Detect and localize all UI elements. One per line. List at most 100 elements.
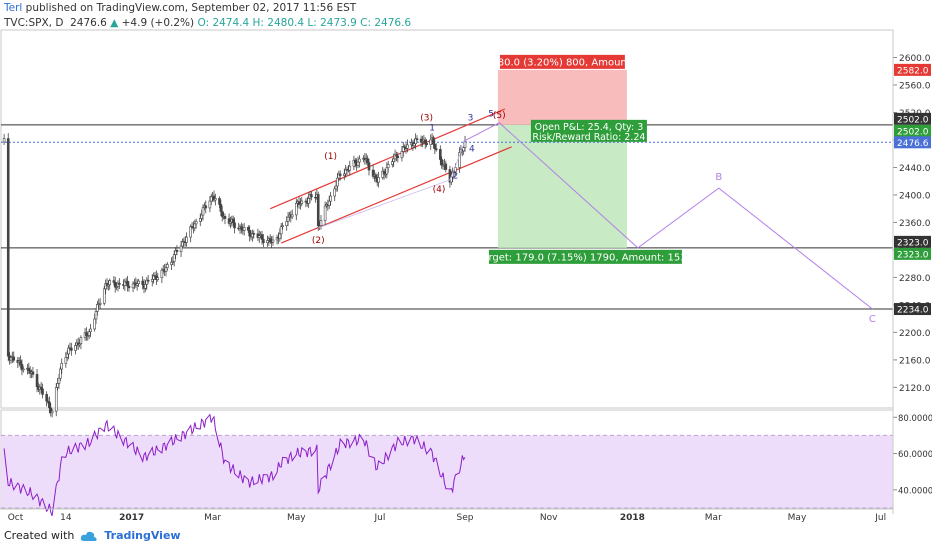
price-axis-badge <box>894 63 931 76</box>
time-tick-label: Mar <box>705 513 722 523</box>
time-tick-label: May <box>287 513 306 523</box>
candle-body <box>358 158 361 163</box>
time-tick-label: Sep <box>457 513 474 523</box>
price-axis-badge <box>894 112 931 125</box>
candle-body <box>146 279 150 282</box>
up-arrow-icon: ▲ <box>110 17 119 29</box>
stop-zone <box>497 69 627 125</box>
price-tick-label: 2120.0 <box>899 384 931 394</box>
time-tick-label: Oct <box>8 513 24 523</box>
candle-body <box>131 283 135 289</box>
candle-body <box>70 347 73 351</box>
candle-body <box>64 357 68 364</box>
footer: Created with TradingView <box>4 529 181 542</box>
candle-body <box>166 264 169 269</box>
candle-body <box>156 277 160 280</box>
price-axis-label: 2502.0 <box>897 115 929 125</box>
price-axis-badge <box>894 247 931 260</box>
candle-body <box>98 302 102 305</box>
candle-body <box>19 360 22 365</box>
price-axis-badge <box>894 303 931 316</box>
candle-body <box>392 158 395 162</box>
time-tick-label: 14 <box>60 513 72 523</box>
price-axis-badge <box>894 136 931 149</box>
price-tick-label: 2600.0 <box>899 54 931 64</box>
candle-body <box>252 233 256 235</box>
candle-body <box>281 225 284 228</box>
candle-body <box>348 165 352 171</box>
candle-body <box>108 280 112 286</box>
candle-body <box>22 368 25 371</box>
created-with-text: Created with <box>4 529 75 542</box>
time-tick-label: 2018 <box>620 513 645 523</box>
rsi-line <box>3 413 466 516</box>
wave-label-red: (5) <box>493 111 506 121</box>
wave-label-red: (1) <box>324 152 337 162</box>
candle-body <box>242 227 246 231</box>
ohlc-values: O: 2474.4 H: 2480.4 L: 2473.9 C: 2476.6 <box>197 17 412 29</box>
price-tick-label: 2280.0 <box>899 274 931 284</box>
candle-body <box>462 147 465 152</box>
pnl-label: Open P&L: 25.4, Qty: 3 <box>535 122 644 133</box>
candle-body <box>223 216 227 219</box>
candle-body <box>194 221 198 225</box>
candle-body <box>432 137 435 145</box>
candle-body <box>56 383 59 388</box>
candle-body <box>260 234 264 240</box>
candle-body <box>48 401 51 409</box>
candle-body <box>454 167 457 172</box>
candle-body <box>198 217 202 222</box>
candle-body <box>193 223 197 229</box>
candle-body <box>300 200 304 204</box>
price-tick-label: 2560.0 <box>899 81 931 91</box>
candle-body <box>60 362 64 370</box>
candle-body <box>164 267 168 272</box>
target-zone <box>497 124 627 248</box>
target-label-bg <box>488 249 682 264</box>
tradingview-logo[interactable]: TradingView <box>104 529 181 542</box>
candle-body <box>41 388 44 395</box>
candle-body <box>262 239 265 244</box>
candle-body <box>31 371 35 375</box>
candle-body <box>233 222 236 229</box>
candle-body <box>353 159 357 164</box>
wave-label-blue: 3 <box>468 114 474 124</box>
time-tick-label: 2017 <box>119 513 144 523</box>
stop-label: Stop: 80.0 (3.20%) 800, Amount: 760 <box>468 57 656 68</box>
candle-body <box>231 218 235 224</box>
wave-label-red: (3) <box>420 114 433 124</box>
candle-body <box>67 347 70 355</box>
price-change: +4.9 (+0.2%) <box>121 17 195 29</box>
candle-body <box>93 318 96 330</box>
candle-body <box>126 280 129 287</box>
candle-body <box>415 138 419 140</box>
candle-body <box>102 288 106 304</box>
price-tick-label: 2400.0 <box>899 191 931 201</box>
price-axis-label: 2323.0 <box>897 238 929 248</box>
candle-body <box>118 282 121 285</box>
candle-body <box>307 198 310 204</box>
candle-body <box>290 214 294 218</box>
candle-body <box>214 198 217 201</box>
time-tick-label: May <box>788 513 807 523</box>
wave-label-red: (2) <box>312 236 325 246</box>
candle-body <box>391 161 394 165</box>
candle-body <box>200 214 203 219</box>
price-axis-badge <box>894 124 931 137</box>
channel-upper-line <box>269 108 506 210</box>
author-link[interactable]: Terl <box>4 2 23 14</box>
candle-body <box>329 195 332 202</box>
candle-body <box>208 200 212 209</box>
candle-body <box>319 220 323 226</box>
tradingview-cloud-icon <box>81 531 98 541</box>
candle-body <box>423 139 427 144</box>
price-axis-label: 2476.6 <box>897 139 929 149</box>
candle-body <box>444 163 448 170</box>
candle-body <box>12 356 16 361</box>
candle-body <box>240 226 243 230</box>
candle-body <box>50 410 54 414</box>
published-text: published on TradingView.com, September … <box>25 2 357 14</box>
candle-body <box>45 394 48 402</box>
candle-body <box>87 331 91 336</box>
